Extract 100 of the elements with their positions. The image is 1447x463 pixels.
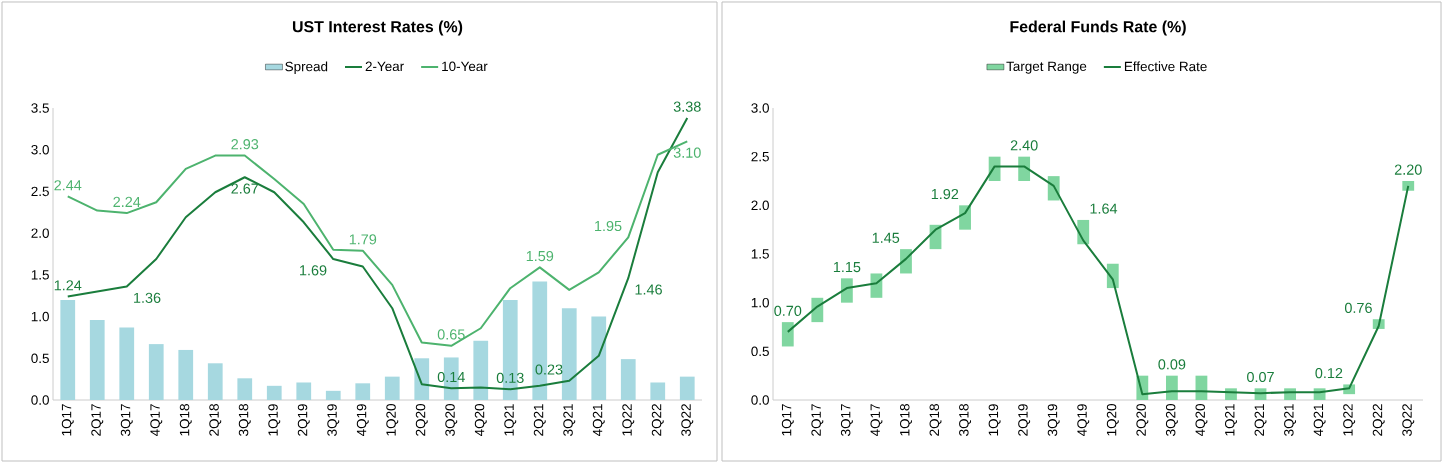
x-tick-label: 3Q17 — [840, 404, 853, 436]
bar — [178, 349, 194, 400]
data-label: 2.67 — [231, 183, 259, 194]
data-label: 1.79 — [349, 234, 377, 245]
data-label: 1.92 — [931, 188, 959, 200]
data-label: 0.65 — [437, 329, 465, 340]
y-tick-label: 0.0 — [31, 395, 49, 405]
bar — [119, 327, 135, 400]
x-tick-label: 4Q21 — [1313, 404, 1326, 437]
x-tick-label: 3Q20 — [445, 404, 458, 436]
data-label: 2.20 — [1394, 164, 1422, 175]
data-label: 0.23 — [535, 364, 563, 375]
data-label: 0.13 — [496, 372, 524, 383]
x-tick-label: 1Q21 — [504, 404, 517, 436]
y-tick-label: 1.5 — [751, 249, 769, 259]
chart-title: Federal Funds Rate (%) — [1010, 20, 1186, 36]
y-tick-label: 3.5 — [31, 103, 49, 113]
x-tick-label: 3Q18 — [238, 404, 251, 436]
bar — [89, 319, 105, 400]
bar — [620, 359, 636, 400]
data-label: 1.46 — [635, 284, 662, 295]
bar — [1018, 156, 1031, 181]
data-label: 2.24 — [113, 196, 141, 207]
bar — [207, 363, 223, 400]
data-label: 1.95 — [595, 220, 622, 232]
x-tick-label: 1Q17 — [61, 404, 74, 436]
x-tick-label: 2Q22 — [1372, 404, 1385, 436]
y-tick-label: 2.5 — [31, 186, 49, 197]
bar — [473, 340, 489, 400]
x-tick-label: 1Q18 — [900, 404, 912, 436]
chart-title: UST Interest Rates (%) — [292, 20, 463, 36]
data-label: 0.70 — [774, 305, 802, 316]
bar — [266, 385, 282, 400]
data-label: 0.12 — [1315, 367, 1343, 379]
x-tick-label: 4Q17 — [870, 404, 883, 437]
data-label: 2.40 — [1010, 140, 1038, 151]
x-tick-label: 3Q20 — [1165, 404, 1178, 436]
data-label: 1.15 — [833, 262, 861, 273]
legend-label: Target Range — [1006, 61, 1087, 74]
bar — [1402, 181, 1415, 191]
data-label: 3.10 — [673, 147, 701, 158]
legend-label: 2-Year — [365, 61, 404, 72]
x-tick-label: 1Q22 — [1343, 404, 1356, 436]
bar — [355, 383, 371, 400]
data-label: 3.38 — [673, 101, 701, 112]
data-label: 0.76 — [1344, 302, 1372, 314]
x-tick-label: 4Q19 — [356, 404, 369, 437]
bar — [650, 382, 666, 400]
x-tick-label: 2Q22 — [651, 404, 664, 436]
y-tick-label: 1.0 — [31, 311, 49, 322]
data-label: 0.07 — [1247, 371, 1274, 383]
x-tick-label: 1Q19 — [988, 404, 1001, 436]
x-tick-label: 3Q22 — [1402, 404, 1415, 436]
x-tick-label: 4Q20 — [1195, 404, 1208, 437]
x-tick-label: 4Q21 — [592, 404, 605, 437]
data-label: 1.64 — [1090, 203, 1118, 214]
x-tick-label: 1Q20 — [1106, 404, 1119, 436]
y-tick-label: 2.0 — [31, 228, 49, 238]
data-label: 1.45 — [872, 232, 900, 243]
x-tick-label: 2Q18 — [929, 404, 942, 436]
bar — [325, 390, 341, 400]
x-tick-label: 1Q20 — [386, 404, 399, 436]
x-tick-label: 4Q20 — [474, 404, 487, 437]
x-tick-label: 2Q21 — [533, 404, 546, 436]
bar — [237, 378, 253, 400]
data-label: 1.59 — [526, 250, 554, 262]
x-tick-label: 2Q18 — [209, 404, 222, 436]
y-tick-label: 3.0 — [31, 144, 49, 155]
legend-label: Spread — [285, 61, 328, 74]
x-tick-label: 1Q22 — [622, 404, 635, 436]
bar — [384, 376, 400, 400]
y-tick-label: 2.0 — [751, 200, 769, 211]
x-tick-label: 1Q18 — [179, 404, 192, 436]
legend-label: 10-Year — [442, 61, 488, 72]
y-tick-label: 1.0 — [751, 297, 769, 308]
y-tick-label: 0.5 — [31, 353, 49, 364]
x-tick-label: 2Q17 — [811, 404, 824, 436]
y-tick-label: 1.5 — [31, 270, 49, 280]
x-tick-label: 4Q17 — [150, 404, 163, 437]
x-tick-label: 3Q22 — [681, 404, 694, 436]
x-tick-label: 2Q19 — [1018, 404, 1031, 436]
data-label: 2.44 — [54, 180, 82, 191]
x-tick-label: 4Q19 — [1077, 404, 1090, 437]
bar — [561, 308, 577, 400]
x-tick-label: 3Q21 — [563, 404, 576, 436]
bar — [1165, 375, 1178, 400]
data-label: 1.24 — [54, 280, 82, 291]
x-tick-label: 1Q21 — [1225, 404, 1237, 436]
bar — [781, 322, 794, 347]
y-tick-label: 0.0 — [751, 395, 769, 405]
data-label: 2.93 — [231, 139, 259, 150]
data-label: 0.14 — [437, 371, 465, 383]
bar — [296, 382, 312, 400]
bar — [60, 299, 76, 400]
x-tick-label: 2Q19 — [297, 404, 310, 436]
data-label: 0.09 — [1158, 359, 1186, 370]
x-tick-label: 2Q17 — [91, 404, 104, 436]
legend-label: Effective Rate — [1124, 61, 1207, 72]
data-label: 1.69 — [300, 265, 327, 276]
x-tick-label: 3Q18 — [959, 404, 972, 436]
